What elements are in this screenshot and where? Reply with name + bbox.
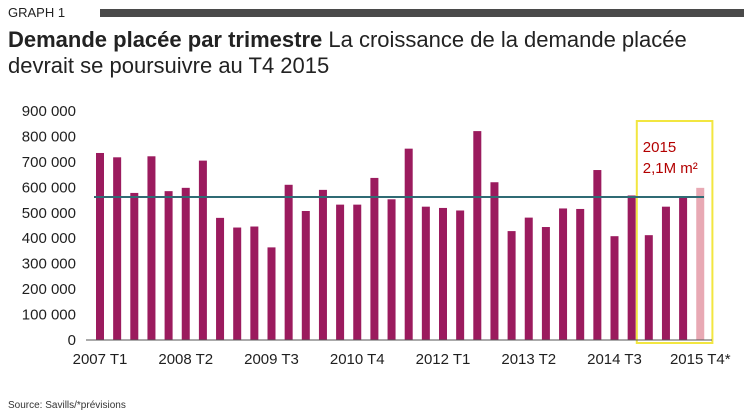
y-tick-label: 900 000 (22, 103, 76, 120)
bar (336, 204, 345, 340)
chart-title: Demande placée par trimestre La croissan… (8, 27, 743, 79)
bar (490, 182, 499, 340)
x-tick-label: 2009 T3 (244, 351, 299, 368)
highlight-box (635, 120, 714, 344)
bar (353, 204, 362, 340)
y-tick-label: 100 000 (22, 307, 76, 324)
source-note: Source: Savills/*prévisions (8, 400, 126, 411)
x-tick-label: 2007 T1 (73, 351, 128, 368)
bar (181, 187, 190, 340)
bar (404, 148, 413, 340)
chart-title-rest: La croissance de la demande placée devra… (8, 27, 687, 78)
x-tick-label: 2013 T2 (501, 351, 556, 368)
bar (644, 235, 653, 340)
bar (541, 227, 550, 340)
x-tick-label: 2012 T1 (416, 351, 471, 368)
y-tick-label: 0 (68, 332, 76, 349)
header-rule (100, 9, 744, 17)
bar (130, 192, 139, 340)
forecast-bar (696, 187, 705, 340)
y-tick-label: 200 000 (22, 281, 76, 298)
bar (576, 208, 585, 340)
x-tick-label: 2008 T2 (158, 351, 213, 368)
bar (250, 226, 259, 340)
highlight-year-label: 2015 (643, 139, 676, 156)
bar (593, 170, 602, 340)
y-tick-label: 700 000 (22, 154, 76, 171)
x-tick-label: 2015 T4* (670, 351, 731, 368)
bar (524, 217, 533, 340)
bar (421, 206, 430, 340)
y-tick-label: 500 000 (22, 205, 76, 222)
bar (473, 131, 482, 340)
bar (318, 189, 327, 340)
bar (610, 236, 619, 340)
bar (198, 160, 207, 340)
bar (147, 156, 156, 340)
bar (661, 206, 670, 340)
y-tick-label: 800 000 (22, 128, 76, 145)
y-tick-label: 300 000 (22, 256, 76, 273)
bar (284, 184, 293, 340)
x-tick-label: 2010 T4 (330, 351, 385, 368)
bar (216, 217, 225, 340)
y-tick-label: 600 000 (22, 179, 76, 196)
x-tick-label: 2014 T3 (587, 351, 642, 368)
y-tick-label: 400 000 (22, 230, 76, 247)
bar (113, 157, 122, 340)
bar (301, 210, 310, 340)
bar (370, 177, 379, 340)
bar (164, 191, 173, 340)
bar (387, 199, 396, 340)
bar (96, 152, 104, 340)
highlight-value-label: 2,1M m² (643, 160, 698, 177)
bar (267, 247, 276, 340)
bar (679, 196, 688, 340)
bar (456, 210, 465, 340)
bar (439, 207, 447, 340)
bar (627, 195, 636, 340)
bar (233, 227, 242, 340)
graph-label: GRAPH 1 (8, 5, 66, 20)
chart-title-bold: Demande placée par trimestre (8, 27, 323, 52)
bar (559, 208, 568, 340)
bar (507, 231, 516, 340)
